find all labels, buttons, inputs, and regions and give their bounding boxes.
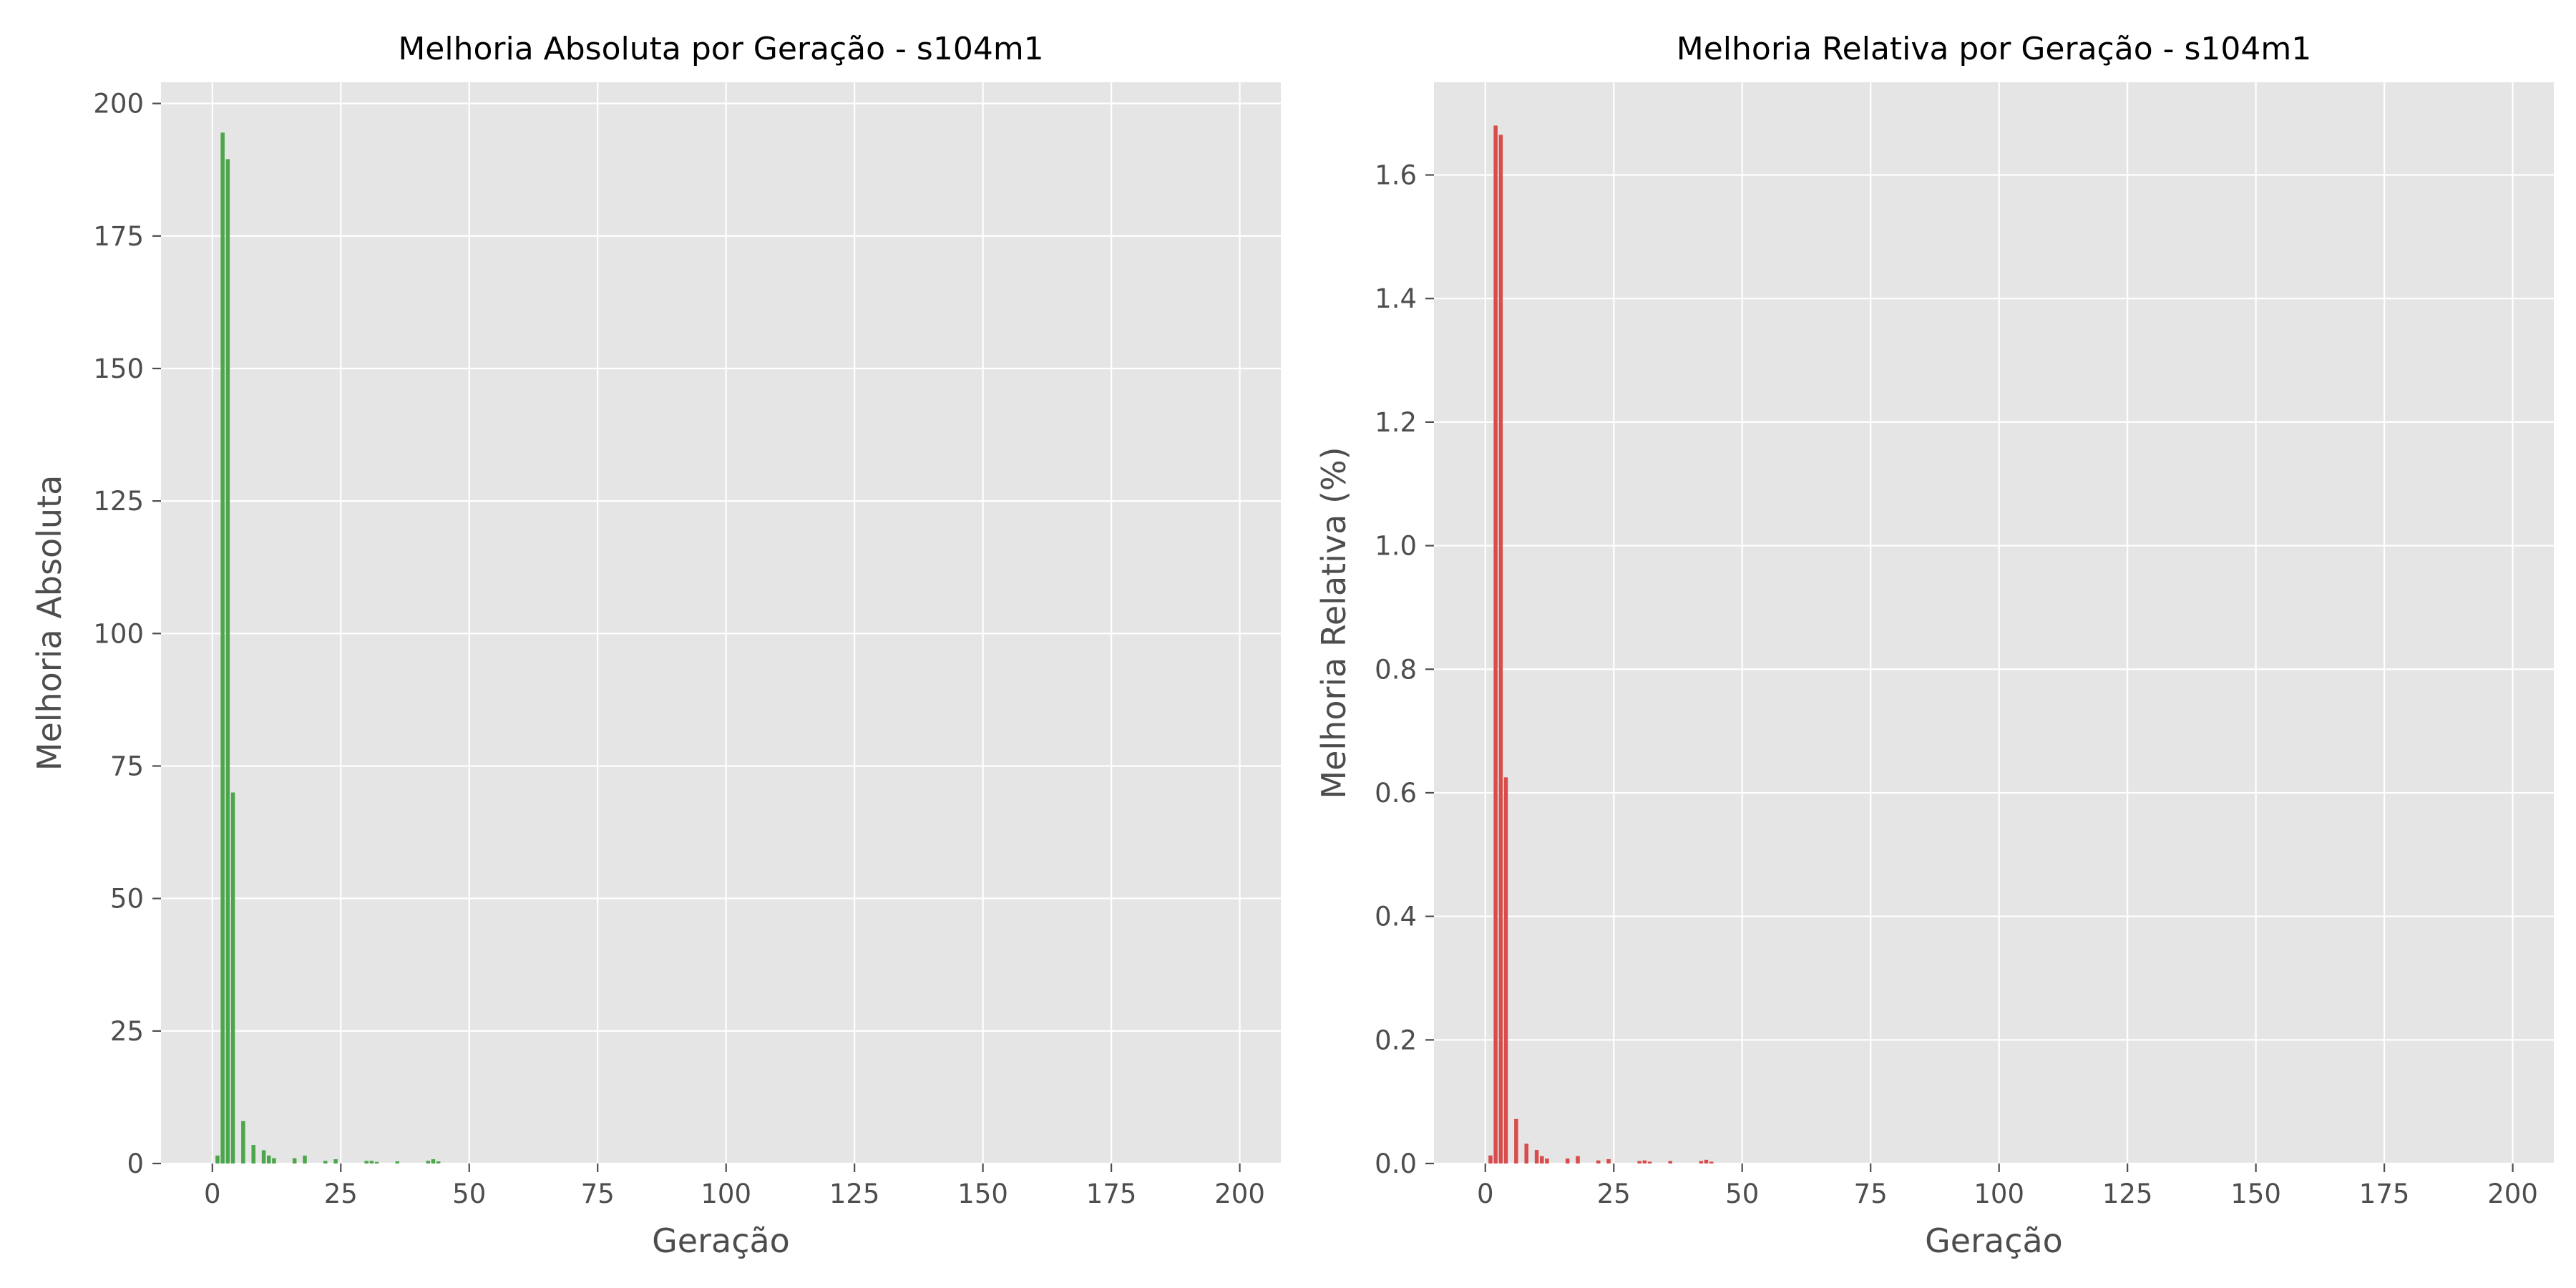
bar bbox=[220, 132, 225, 1163]
absolute-improvement-chart: Melhoria Absoluta por Geração - s104m1 G… bbox=[30, 31, 1281, 1260]
x-tick-label: 150 bbox=[957, 1179, 1008, 1209]
bar bbox=[364, 1161, 369, 1163]
y-tick-label: 100 bbox=[93, 618, 144, 649]
y-tick-label: 1.2 bbox=[1375, 407, 1417, 438]
bar bbox=[1534, 1150, 1539, 1163]
y-tick-label: 0.0 bbox=[1375, 1148, 1417, 1179]
bar bbox=[369, 1161, 374, 1163]
y-tick-label: 200 bbox=[93, 89, 144, 119]
y-tick-label: 25 bbox=[110, 1016, 144, 1047]
y-tick-label: 125 bbox=[93, 486, 144, 517]
y-tick-label: 50 bbox=[110, 884, 144, 914]
x-tick-label: 100 bbox=[701, 1179, 751, 1209]
plot-area bbox=[161, 82, 1281, 1163]
x-tick-label: 0 bbox=[204, 1179, 221, 1209]
bar bbox=[1704, 1159, 1709, 1163]
x-tick-label: 50 bbox=[452, 1179, 486, 1209]
x-tick-label: 125 bbox=[2102, 1179, 2153, 1209]
bar bbox=[1503, 777, 1508, 1163]
x-tick-label: 175 bbox=[1086, 1179, 1137, 1209]
bar bbox=[1565, 1158, 1570, 1163]
bar bbox=[1524, 1143, 1528, 1163]
bar bbox=[261, 1150, 266, 1163]
y-tick-label: 1.4 bbox=[1375, 283, 1417, 314]
chart-title: Melhoria Relativa por Geração - s104m1 bbox=[1677, 31, 2311, 67]
bar bbox=[1647, 1161, 1652, 1163]
bar bbox=[395, 1161, 399, 1163]
bar bbox=[1606, 1158, 1611, 1163]
relative-improvement-chart: Melhoria Relativa por Geração - s104m1 G… bbox=[1314, 31, 2554, 1260]
bar bbox=[333, 1159, 338, 1163]
bar bbox=[215, 1155, 220, 1163]
y-tick-label: 0.4 bbox=[1375, 902, 1417, 932]
bar bbox=[1637, 1161, 1641, 1163]
bar bbox=[292, 1158, 297, 1163]
bar bbox=[431, 1159, 436, 1163]
bar bbox=[1514, 1118, 1518, 1163]
bar bbox=[323, 1161, 328, 1163]
y-axis-label: Melhoria Absoluta bbox=[30, 475, 69, 771]
y-tick-label: 175 bbox=[93, 221, 144, 252]
bar bbox=[1709, 1161, 1714, 1163]
y-axis-label: Melhoria Relativa (%) bbox=[1314, 447, 1353, 799]
x-tick-label: 50 bbox=[1725, 1179, 1759, 1209]
plot-area bbox=[1434, 82, 2554, 1163]
bar bbox=[426, 1161, 431, 1163]
bar bbox=[1498, 135, 1503, 1163]
x-tick-label: 75 bbox=[1854, 1179, 1888, 1209]
y-tick-label: 150 bbox=[93, 353, 144, 384]
bar bbox=[1545, 1158, 1549, 1163]
bar bbox=[1493, 125, 1498, 1164]
bar bbox=[267, 1155, 271, 1163]
x-axis-label: Geração bbox=[652, 1221, 790, 1260]
x-tick-label: 200 bbox=[2487, 1179, 2538, 1209]
x-tick-label: 75 bbox=[581, 1179, 615, 1209]
bar bbox=[1576, 1156, 1580, 1163]
x-tick-label: 200 bbox=[1214, 1179, 1265, 1209]
x-axis-label: Geração bbox=[1925, 1221, 2063, 1260]
x-tick-label: 25 bbox=[1597, 1179, 1631, 1209]
bar bbox=[1642, 1160, 1647, 1163]
bar bbox=[251, 1145, 255, 1163]
bar bbox=[436, 1161, 441, 1163]
bar bbox=[374, 1161, 379, 1163]
bar bbox=[272, 1158, 276, 1163]
y-tick-label: 75 bbox=[110, 751, 144, 781]
bar bbox=[225, 159, 230, 1163]
y-tick-label: 0.6 bbox=[1375, 778, 1417, 809]
bar bbox=[230, 792, 235, 1163]
y-tick-label: 0.8 bbox=[1375, 654, 1417, 685]
chart-title: Melhoria Absoluta por Geração - s104m1 bbox=[398, 31, 1043, 67]
y-tick-label: 1.6 bbox=[1375, 160, 1417, 191]
bar bbox=[1488, 1155, 1493, 1163]
x-tick-label: 25 bbox=[324, 1179, 358, 1209]
y-tick-label: 1.0 bbox=[1375, 531, 1417, 562]
y-tick-label: 0.2 bbox=[1375, 1025, 1417, 1055]
bar bbox=[241, 1121, 245, 1163]
x-tick-label: 100 bbox=[1974, 1179, 2024, 1209]
x-tick-label: 150 bbox=[2230, 1179, 2281, 1209]
x-tick-label: 125 bbox=[829, 1179, 880, 1209]
bar bbox=[1668, 1161, 1672, 1163]
x-tick-label: 0 bbox=[1477, 1179, 1494, 1209]
bar bbox=[1596, 1160, 1601, 1163]
bar bbox=[1540, 1156, 1544, 1163]
bar bbox=[303, 1155, 307, 1163]
bar bbox=[1699, 1161, 1704, 1163]
y-tick-label: 0 bbox=[127, 1148, 144, 1179]
x-tick-label: 175 bbox=[2359, 1179, 2410, 1209]
